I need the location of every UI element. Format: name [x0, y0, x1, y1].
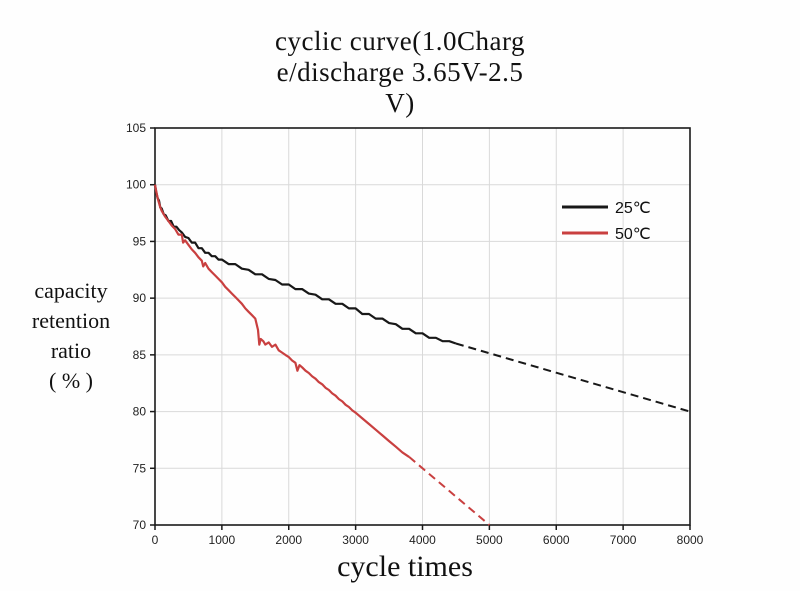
x-tick-label: 6000 [543, 533, 570, 547]
series-line-dashed-25c [455, 342, 691, 413]
y-axis-label: capacity retention ratio ( % ) [0, 276, 142, 396]
x-tick-label: 0 [152, 533, 159, 547]
y-tick-label: 70 [133, 518, 147, 532]
x-tick-label: 7000 [610, 533, 637, 547]
y-tick-label: 95 [133, 234, 147, 248]
chart-title-line3: V) [385, 88, 415, 118]
y-tick-label: 85 [133, 348, 147, 362]
y-axis-label-line2: retention [31, 308, 111, 333]
y-tick-label: 105 [126, 121, 146, 135]
chart-title: cyclic curve(1.0Charg e/discharge 3.65V-… [0, 26, 800, 119]
series-line-solid-25c [153, 184, 457, 345]
chart-title-line2: e/discharge 3.65V-2.5 [276, 57, 524, 87]
y-axis-label-line3: ratio [50, 338, 92, 363]
x-tick-label: 3000 [342, 533, 369, 547]
y-tick-label: 75 [133, 461, 147, 475]
x-axis-label: cycle times [337, 550, 473, 583]
x-tick-label: 1000 [209, 533, 236, 547]
y-tick-label: 80 [133, 405, 147, 419]
x-tick-label: 4000 [409, 533, 436, 547]
legend-label-50c: 50℃ [615, 226, 651, 243]
y-tick-label: 90 [133, 291, 147, 305]
x-tick-label: 5000 [476, 533, 503, 547]
series-line-solid-50c [153, 184, 410, 458]
chart-title-line1: cyclic curve(1.0Charg [275, 26, 525, 56]
series-line-dashed-50c [408, 456, 491, 526]
legend-label-25c: 25℃ [615, 200, 651, 217]
y-tick-label: 100 [126, 178, 146, 192]
y-axis-label-line1: capacity [34, 278, 108, 303]
x-tick-label: 2000 [275, 533, 302, 547]
y-axis-label-line4: ( % ) [49, 368, 93, 393]
x-tick-label: 8000 [677, 533, 704, 547]
